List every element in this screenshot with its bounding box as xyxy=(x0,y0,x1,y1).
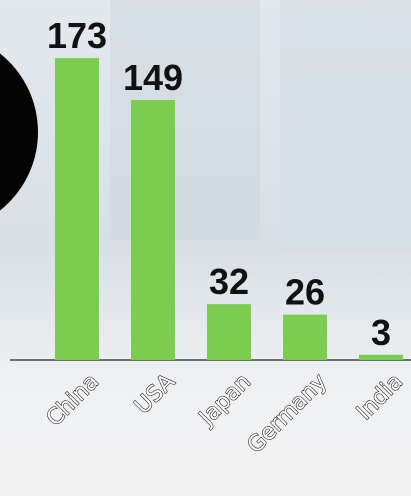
value-label: 173 xyxy=(47,15,107,56)
chart: 173China149USA32Japan26Germany3India xyxy=(0,0,411,496)
value-label: 26 xyxy=(285,272,325,313)
bar xyxy=(283,315,327,360)
background-shape xyxy=(280,0,411,250)
bar xyxy=(359,355,403,360)
value-label: 32 xyxy=(209,261,249,302)
bar xyxy=(207,304,251,360)
page: 173China149USA32Japan26Germany3India (()… xyxy=(0,0,411,496)
value-label: 149 xyxy=(123,57,183,98)
bar xyxy=(131,100,175,360)
value-label: 3 xyxy=(371,312,391,353)
bar xyxy=(55,58,99,360)
